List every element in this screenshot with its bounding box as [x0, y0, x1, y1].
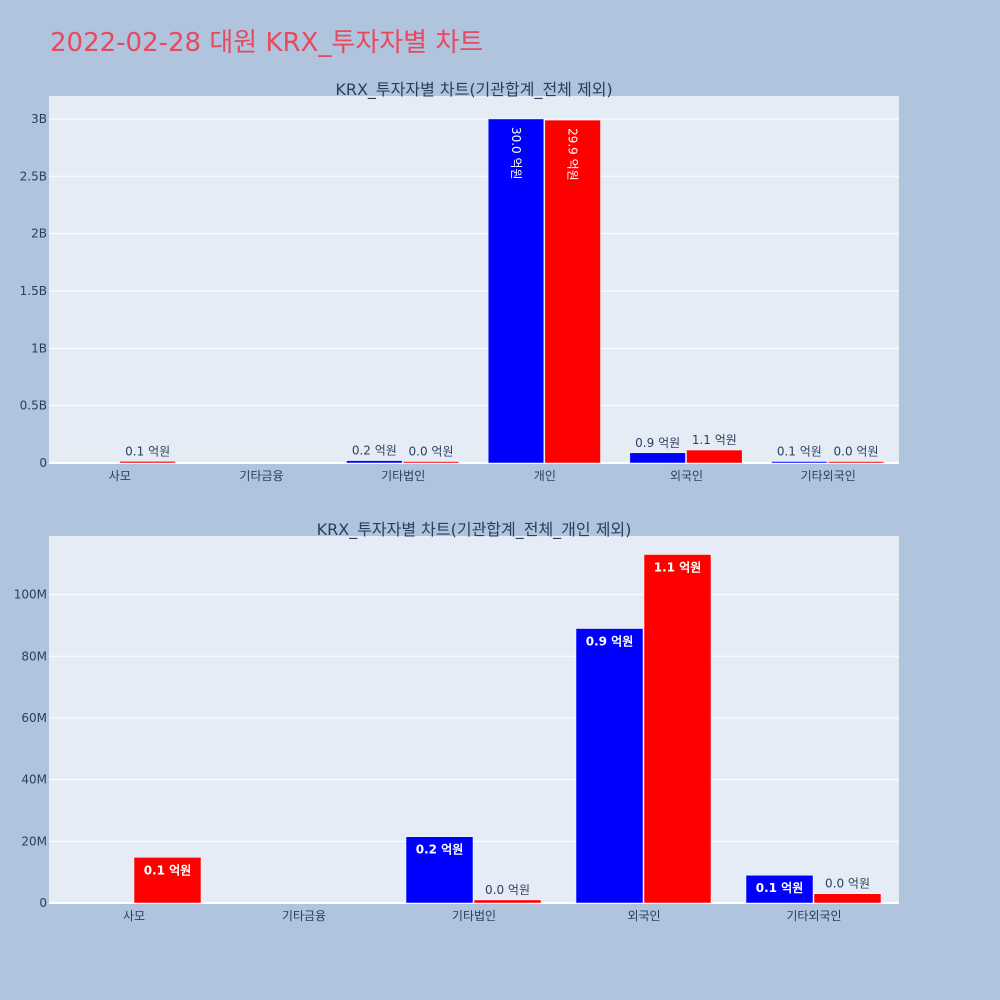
y-tick-label: 0	[39, 896, 47, 910]
chart-bottom: 0 20M 40M 60M 80M 100M KRX_투자자별 차트(기관합계_전체_개인 …	[14, 520, 899, 923]
y-tick-label: 20M	[21, 834, 47, 848]
bar	[813, 893, 882, 904]
bar	[119, 461, 176, 464]
y-tick-label: 0.5B	[20, 399, 47, 413]
y-tick-label: 40M	[21, 773, 47, 787]
y-tick-label: 60M	[21, 711, 47, 725]
x-tick-label: 기타금융	[239, 469, 283, 483]
x-tick-label: 개인	[534, 469, 556, 483]
bar	[544, 119, 601, 464]
bar	[405, 836, 474, 904]
chart-title: KRX_투자자별 차트(기관합계_전체 제외)	[335, 80, 612, 100]
x-tick-label: 기타금융	[282, 909, 326, 923]
bar	[745, 874, 814, 904]
chart-top: 0 0.5B 1B 1.5B 2B 2.5B 3B KRX_투자자별 차트(기관합계_전체 제…	[20, 80, 899, 483]
x-tick-label: 기타법인	[381, 469, 425, 483]
y-tick-label: 100M	[14, 588, 47, 602]
bar-label: 0.2 억원	[416, 843, 464, 857]
bar	[402, 461, 460, 464]
bar	[133, 857, 202, 904]
bar-label: 0.0 억원	[825, 877, 870, 891]
x-tick-label: 사모	[123, 909, 145, 923]
x-tick-label: 기타외국인	[786, 909, 841, 923]
bar-label: 0.1 억원	[144, 863, 192, 877]
bar-label: 1.1 억원	[692, 433, 737, 447]
bar-label: 0.1 억원	[777, 445, 822, 459]
y-tick-label: 1B	[31, 341, 47, 355]
bar-label: 1.1 억원	[654, 561, 702, 575]
y-tick-label: 2.5B	[20, 169, 47, 183]
bar	[487, 118, 545, 464]
y-tick-label: 1.5B	[20, 284, 47, 298]
bar-label: 0.0 억원	[409, 445, 454, 459]
bar	[643, 554, 712, 904]
bar	[575, 628, 644, 904]
x-tick-label: 외국인	[627, 909, 660, 923]
bar-label: 0.9 억원	[635, 436, 680, 450]
bar	[827, 461, 885, 464]
plot-area	[49, 96, 899, 463]
x-tick-label: 외국인	[670, 469, 703, 483]
bar-label: 30.0 억원	[509, 127, 523, 180]
bar-label: 0.1 억원	[756, 881, 804, 895]
x-tick-label: 기타법인	[452, 909, 496, 923]
chart-title: KRX_투자자별 차트(기관합계_전체_개인 제외)	[317, 520, 632, 540]
bar	[346, 460, 403, 464]
bar	[629, 452, 686, 464]
y-tick-label: 80M	[21, 649, 47, 663]
plot-area	[49, 536, 899, 903]
bar-label: 0.9 억원	[586, 635, 634, 649]
y-tick-label: 2B	[31, 227, 47, 241]
bar-label: 0.1 억원	[125, 444, 170, 458]
bar-label: 29.9 억원	[566, 128, 580, 181]
page-title: 2022-02-28 대원 KRX_투자자별 차트	[50, 28, 484, 58]
y-tick-label: 0	[39, 456, 47, 470]
y-tick-label: 3B	[31, 112, 47, 126]
bar-label: 0.2 억원	[352, 444, 397, 458]
bar	[771, 461, 828, 464]
bar	[473, 899, 542, 904]
bar-label: 0.0 억원	[834, 445, 879, 459]
bar-label: 0.0 억원	[485, 883, 530, 897]
x-tick-label: 사모	[109, 469, 131, 483]
bar	[686, 449, 743, 464]
x-tick-label: 기타외국인	[801, 469, 856, 483]
